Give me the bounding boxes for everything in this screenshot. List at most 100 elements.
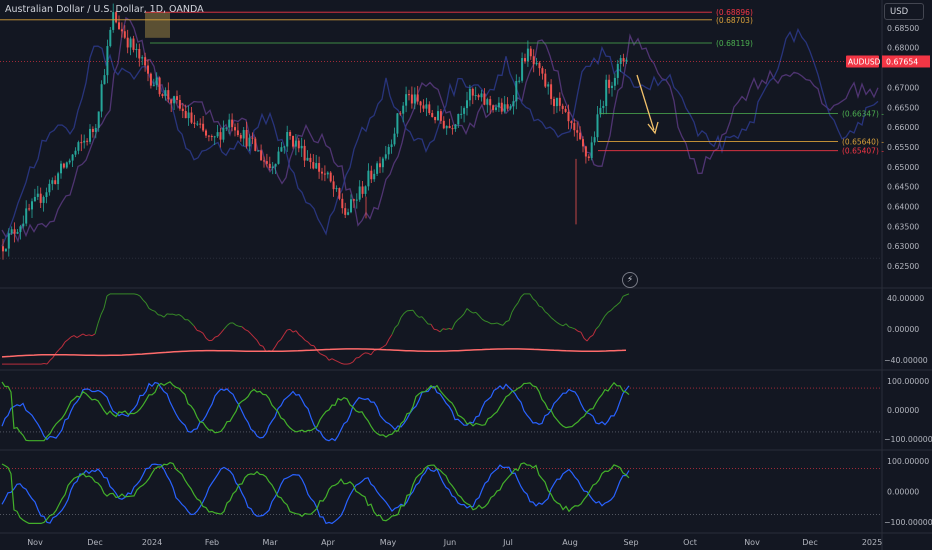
candle bbox=[306, 150, 309, 161]
candle-body bbox=[625, 59, 628, 62]
candle bbox=[582, 136, 584, 153]
candle bbox=[173, 95, 176, 111]
oscillator-segment bbox=[505, 320, 510, 323]
oscillator-segment bbox=[349, 361, 354, 365]
oscillator-segment bbox=[55, 349, 60, 354]
candle-body bbox=[129, 38, 132, 48]
candle bbox=[51, 177, 54, 191]
oscillator-segment bbox=[274, 341, 279, 348]
candle bbox=[350, 194, 352, 214]
candle bbox=[286, 125, 289, 152]
oscillator-segment bbox=[94, 323, 99, 335]
lightning-icon[interactable]: ⚡ bbox=[622, 272, 638, 288]
oscillator-segment bbox=[583, 337, 588, 342]
candle bbox=[573, 118, 576, 137]
candle bbox=[277, 146, 280, 165]
symbol-badge bbox=[846, 55, 879, 68]
oscillator-segment bbox=[451, 322, 456, 330]
time-tick-label: Mar bbox=[262, 538, 278, 547]
candle bbox=[503, 95, 506, 114]
candle bbox=[428, 101, 431, 115]
candle-body bbox=[518, 80, 521, 82]
candle-body bbox=[605, 79, 608, 106]
oscillator-segment bbox=[301, 336, 306, 341]
candle bbox=[65, 161, 68, 169]
oscillator-segment bbox=[217, 332, 222, 337]
candle-body bbox=[489, 99, 492, 106]
level-label: (0.68119) bbox=[716, 39, 753, 48]
oscillator-segment bbox=[232, 322, 237, 326]
candle-body bbox=[466, 100, 468, 109]
candle bbox=[289, 130, 292, 140]
candle bbox=[48, 179, 51, 196]
candle bbox=[518, 76, 521, 84]
candle bbox=[190, 106, 193, 125]
candle-body bbox=[193, 122, 196, 124]
oscillator-segment bbox=[439, 328, 444, 333]
oscillator-segment bbox=[397, 317, 402, 325]
candle-body bbox=[512, 101, 515, 107]
candle-body bbox=[332, 181, 335, 190]
candle bbox=[28, 203, 31, 212]
candle bbox=[483, 88, 486, 106]
candle bbox=[605, 74, 608, 115]
candle-body bbox=[350, 199, 352, 213]
oscillator-segment bbox=[103, 295, 108, 309]
candle bbox=[222, 120, 225, 143]
candle-body bbox=[373, 173, 376, 180]
oscillator-segment bbox=[421, 316, 426, 321]
candle-body bbox=[570, 121, 573, 124]
oscillator-segment bbox=[547, 313, 552, 318]
candle bbox=[532, 49, 535, 73]
candle bbox=[576, 122, 579, 141]
candle bbox=[410, 86, 413, 109]
candle bbox=[477, 93, 480, 101]
candle bbox=[115, 11, 118, 24]
candle-body bbox=[616, 63, 619, 78]
level-label: (0.65407) - bbox=[842, 147, 884, 156]
oscillator-segment bbox=[472, 311, 477, 314]
oscillator-segment bbox=[214, 335, 219, 338]
candle-body bbox=[135, 49, 138, 51]
oscillator-segment bbox=[64, 339, 69, 343]
candle-body bbox=[274, 163, 277, 167]
indicator-tick-label: 100.00000 bbox=[887, 377, 929, 386]
oscillator-segment bbox=[211, 336, 216, 341]
price-tick-label: 0.67000 bbox=[887, 83, 919, 92]
green-oscillator bbox=[1, 462, 630, 524]
level-label: (0.66347) - bbox=[842, 109, 884, 118]
candle bbox=[228, 113, 231, 135]
candle bbox=[550, 79, 553, 105]
candle bbox=[132, 35, 135, 53]
candle-body bbox=[492, 105, 495, 110]
candle bbox=[326, 171, 329, 179]
candle bbox=[564, 105, 567, 113]
candle-body bbox=[118, 22, 120, 30]
candle-body bbox=[297, 140, 300, 149]
candle-body bbox=[167, 90, 170, 100]
candle bbox=[434, 116, 437, 124]
candle-body bbox=[410, 94, 413, 104]
candle-body bbox=[431, 113, 434, 117]
candle-body bbox=[245, 130, 248, 147]
oscillator-segment bbox=[394, 324, 399, 328]
oscillator-segment bbox=[295, 330, 300, 335]
candle bbox=[318, 156, 321, 179]
candle-body bbox=[405, 94, 408, 106]
candle-body bbox=[213, 136, 216, 138]
currency-button[interactable]: USD bbox=[884, 3, 924, 20]
candle-body bbox=[254, 138, 257, 151]
candle-body bbox=[31, 201, 33, 210]
candle-body bbox=[361, 186, 364, 194]
oscillator-segment bbox=[172, 313, 177, 316]
oscillator-segment bbox=[163, 313, 168, 318]
candle-body bbox=[393, 133, 396, 145]
candle-body bbox=[442, 120, 445, 129]
candle-body bbox=[558, 97, 561, 106]
candle-body bbox=[593, 137, 596, 143]
oscillator-segment bbox=[592, 328, 597, 336]
candle bbox=[338, 187, 341, 201]
oscillator-segment bbox=[196, 329, 201, 332]
candle-body bbox=[94, 127, 97, 132]
candle-body bbox=[251, 137, 254, 139]
